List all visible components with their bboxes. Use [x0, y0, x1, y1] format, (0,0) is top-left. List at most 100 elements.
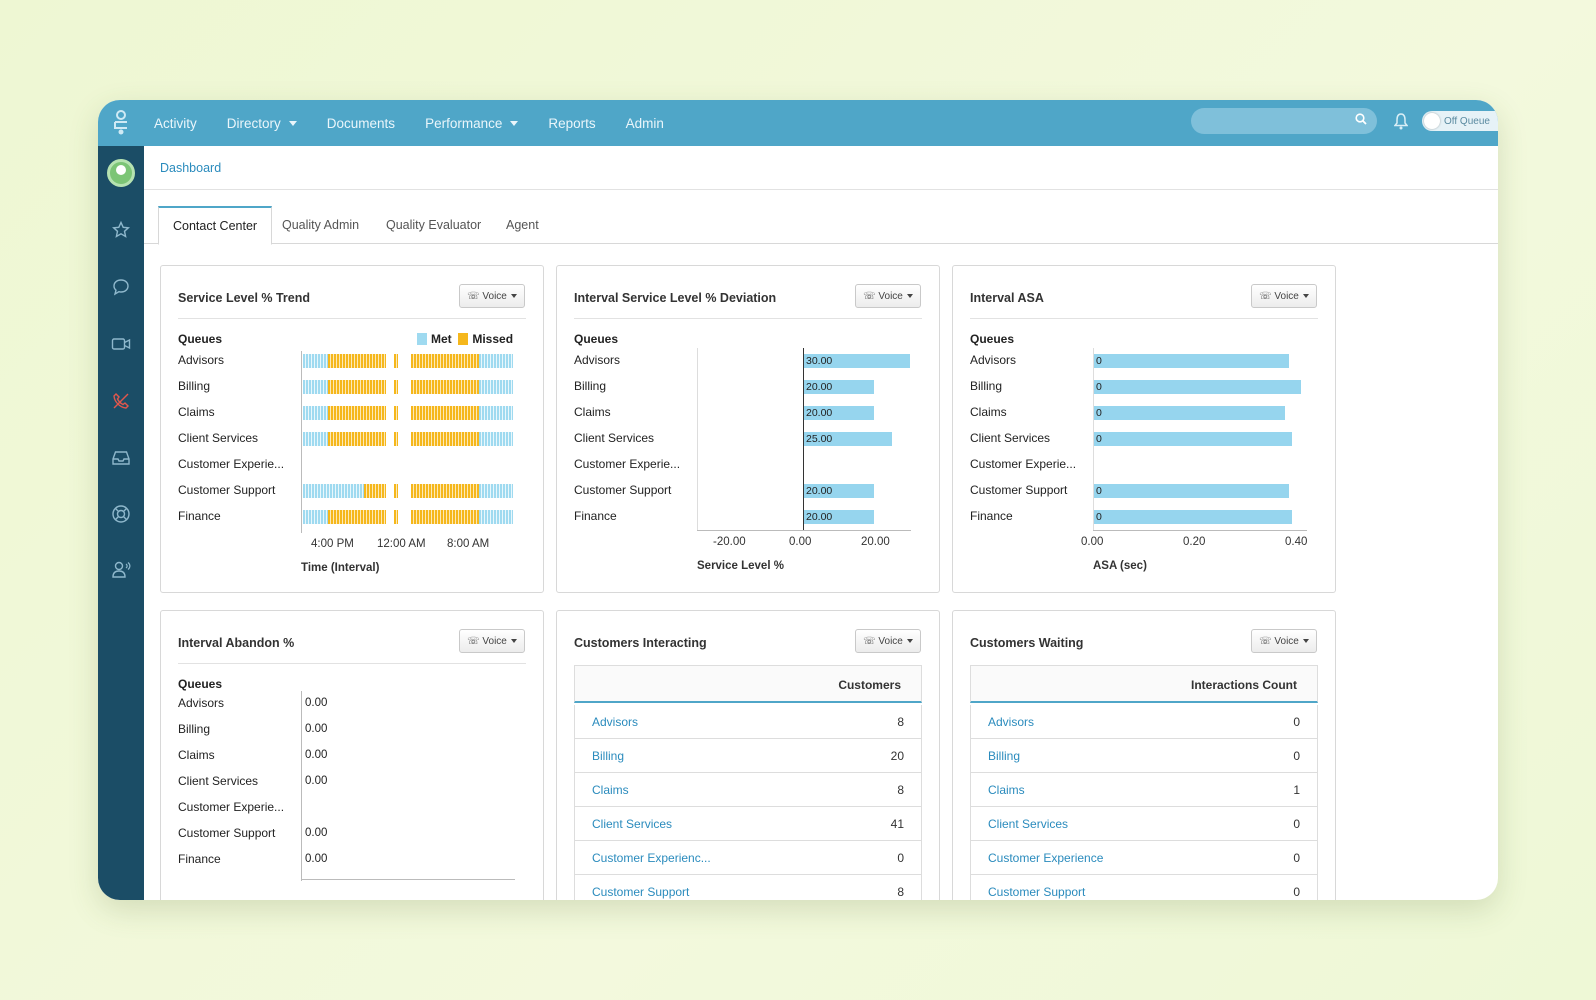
search-input[interactable] [1191, 108, 1377, 134]
queues-heading: Queues [574, 332, 619, 346]
queue-link[interactable]: Client Services [988, 817, 1069, 831]
queue-link[interactable]: Customer Support [592, 885, 690, 899]
queue-link[interactable]: Billing [592, 749, 625, 763]
queue-label: Customer Experie... [970, 457, 1077, 471]
chevron-down-icon [510, 120, 519, 126]
breadcrumb[interactable]: Dashboard [160, 161, 222, 175]
abandon-value: 0.00 [305, 775, 328, 787]
inbox-icon[interactable] [111, 448, 131, 468]
nav-item-directory[interactable]: Directory [227, 116, 297, 131]
voice-dropdown-button[interactable]: ☏ Voice [855, 284, 921, 308]
nav-item-label: Activity [154, 115, 197, 131]
y-axis [803, 348, 804, 530]
row-value: 8 [897, 783, 904, 797]
phone-icon: ☏ [467, 290, 483, 302]
queue-label: Client Services [178, 774, 259, 788]
queue-label: Customer Experie... [574, 457, 681, 471]
trend-bar-met [303, 354, 329, 368]
bar [803, 510, 875, 524]
nav-item-admin[interactable]: Admin [626, 116, 664, 131]
bar [803, 484, 875, 498]
avatar[interactable] [107, 159, 135, 187]
queue-link[interactable]: Customer Experience [988, 851, 1104, 865]
queue-label: Finance [178, 509, 221, 523]
voice-dropdown-button[interactable]: ☏ Voice [855, 629, 921, 653]
trend-bar-met [303, 510, 329, 524]
legend-met-swatch [417, 333, 427, 345]
bell-icon[interactable] [1394, 112, 1408, 130]
queue-label: Client Services [178, 431, 259, 445]
x-axis-label: Time (Interval) [301, 562, 380, 574]
voice-dropdown-button[interactable]: ☏ Voice [1251, 284, 1317, 308]
x-axis [301, 879, 515, 880]
row-value: 8 [897, 715, 904, 729]
column-header[interactable]: Interactions Count [1190, 678, 1297, 692]
row-value: 0 [1293, 851, 1300, 865]
queue-link[interactable]: Customer Experienc... [592, 851, 711, 865]
card-title: Customers Interacting [574, 636, 707, 650]
card-title: Interval Service Level % Deviation [574, 291, 777, 305]
legend: Met Missed [417, 332, 513, 346]
queue-link[interactable]: Customer Support [988, 885, 1086, 899]
queue-link[interactable]: Advisors [592, 715, 639, 729]
queue-label: Customer Support [178, 826, 276, 840]
voice-dropdown-button[interactable]: ☏ Voice [459, 629, 525, 653]
abandon-value: 0.00 [305, 853, 328, 865]
card-customers-interacting: Customers Interacting ☏ Voice Customers … [556, 610, 940, 900]
tab-quality-admin[interactable]: Quality Admin [282, 218, 360, 232]
app-window: Activity Directory Documents Performance Rep… [98, 100, 1498, 900]
card-interval-abandon: Interval Abandon % ☏ Voice Queues Adviso… [160, 610, 544, 900]
voice-label: Voice [1274, 635, 1299, 647]
trend-bar-missed [328, 510, 386, 524]
trend-bar-missed [364, 484, 386, 498]
x-tick-label: 8:00 AM [447, 538, 490, 550]
row-value: 41 [890, 817, 904, 831]
queue-toggle[interactable]: Off Queue [1422, 111, 1498, 131]
legend-missed-label: Missed [472, 332, 514, 346]
nav-item-label: Directory [226, 115, 281, 131]
queue-label: Claims [574, 405, 611, 419]
phone-icon: ☏ [1259, 290, 1275, 302]
queue-label: Billing [178, 379, 211, 393]
queue-link[interactable]: Claims [988, 783, 1025, 797]
search-icon[interactable] [1355, 113, 1367, 125]
nav-item-performance[interactable]: Performance [425, 116, 519, 131]
queue-label: Advisors [574, 353, 621, 367]
column-header[interactable]: Customers [838, 678, 901, 692]
queue-link[interactable]: Client Services [592, 817, 673, 831]
row-value: 20 [890, 749, 904, 763]
legend-met-label: Met [431, 332, 452, 346]
queue-label: Customer Support [178, 483, 276, 497]
table-row: Customer Support 0 [970, 875, 1318, 900]
chevron-down-icon [288, 120, 297, 126]
trend-bar-missed [394, 484, 399, 498]
trend-bar-missed [411, 380, 479, 394]
queue-link[interactable]: Advisors [988, 715, 1035, 729]
queue-link[interactable]: Billing [988, 749, 1021, 763]
agent-voice-icon[interactable] [111, 560, 131, 580]
logo-icon[interactable] [98, 100, 144, 146]
trend-bar-missed [411, 354, 479, 368]
star-icon[interactable] [111, 220, 131, 240]
nav-item-reports[interactable]: Reports [548, 116, 595, 131]
bar-value-label: 0 [1096, 407, 1102, 419]
trend-bar-missed [328, 380, 386, 394]
lifebuoy-icon[interactable] [111, 504, 131, 524]
video-icon[interactable] [111, 334, 131, 354]
chat-icon[interactable] [111, 277, 131, 297]
card-interval-asa: Interval ASA ☏ Voice Queues Advisors 0 Bil… [952, 265, 1336, 593]
voice-dropdown-button[interactable]: ☏ Voice [1251, 629, 1317, 653]
phone-off-icon[interactable] [111, 391, 131, 411]
tab-quality-evaluator[interactable]: Quality Evaluator [386, 218, 482, 232]
queue-link[interactable]: Claims [592, 783, 629, 797]
trend-bar-met [478, 354, 513, 368]
nav-item-activity[interactable]: Activity [154, 116, 197, 131]
tab-agent[interactable]: Agent [506, 218, 539, 232]
chevron-down-icon [510, 639, 517, 643]
tab-contact-center[interactable]: Contact Center [158, 206, 273, 245]
queue-label: Billing [178, 722, 211, 736]
voice-dropdown-button[interactable]: ☏ Voice [459, 284, 525, 308]
nav-item-documents[interactable]: Documents [327, 116, 395, 131]
bar [803, 406, 875, 420]
bar [803, 354, 911, 368]
